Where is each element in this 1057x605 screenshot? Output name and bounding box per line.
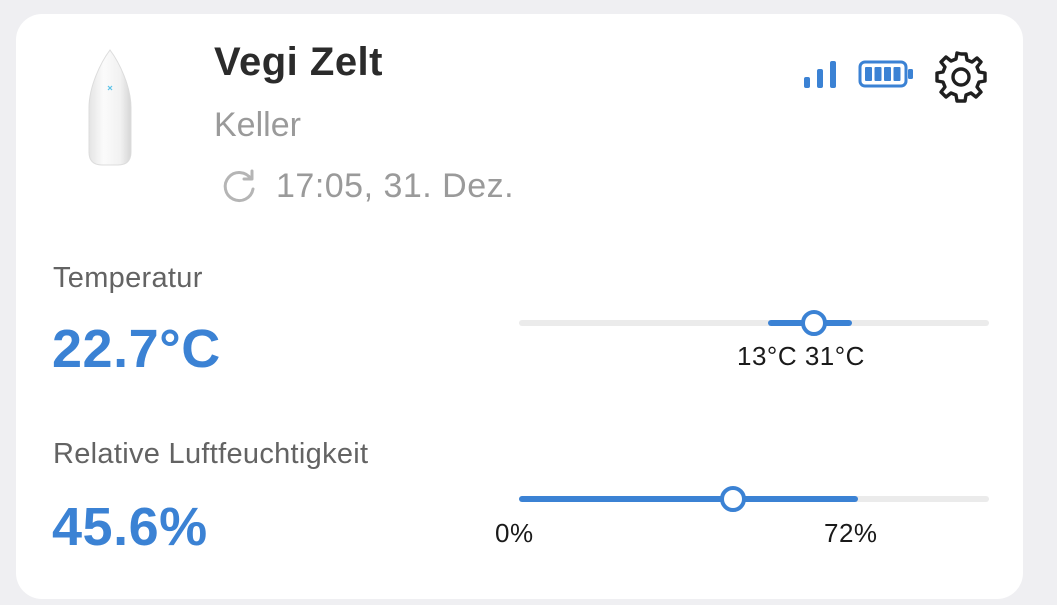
humidity-value: 45.6% [52, 497, 208, 557]
battery-icon [858, 60, 913, 88]
temperature-label: Temperatur [53, 262, 203, 294]
signal-icon [804, 61, 836, 88]
temperature-value: 22.7°C [52, 319, 221, 379]
last-update: 17:05, 31. Dez. [220, 166, 514, 206]
temperature-range-track [519, 320, 989, 326]
humidity-max-label: 72% [824, 518, 878, 548]
sensor-card[interactable]: Vegi Zelt Keller 17:05, 31. Dez. Tempera… [16, 14, 1023, 599]
sensor-device-image [88, 49, 132, 166]
device-name: Vegi Zelt [214, 40, 383, 84]
gear-icon[interactable] [934, 50, 988, 104]
humidity-slider-thumb[interactable] [720, 486, 747, 512]
humidity-label: Relative Luftfeuchtigkeit [53, 438, 369, 470]
device-room: Keller [214, 106, 301, 144]
temperature-range-labels: 13°C 31°C [737, 341, 865, 371]
temperature-slider-thumb[interactable] [800, 310, 827, 336]
humidity-range-fill [519, 496, 858, 502]
refresh-icon[interactable] [220, 167, 258, 205]
last-update-time: 17:05, 31. Dez. [276, 166, 515, 205]
humidity-min-label: 0% [495, 518, 534, 548]
